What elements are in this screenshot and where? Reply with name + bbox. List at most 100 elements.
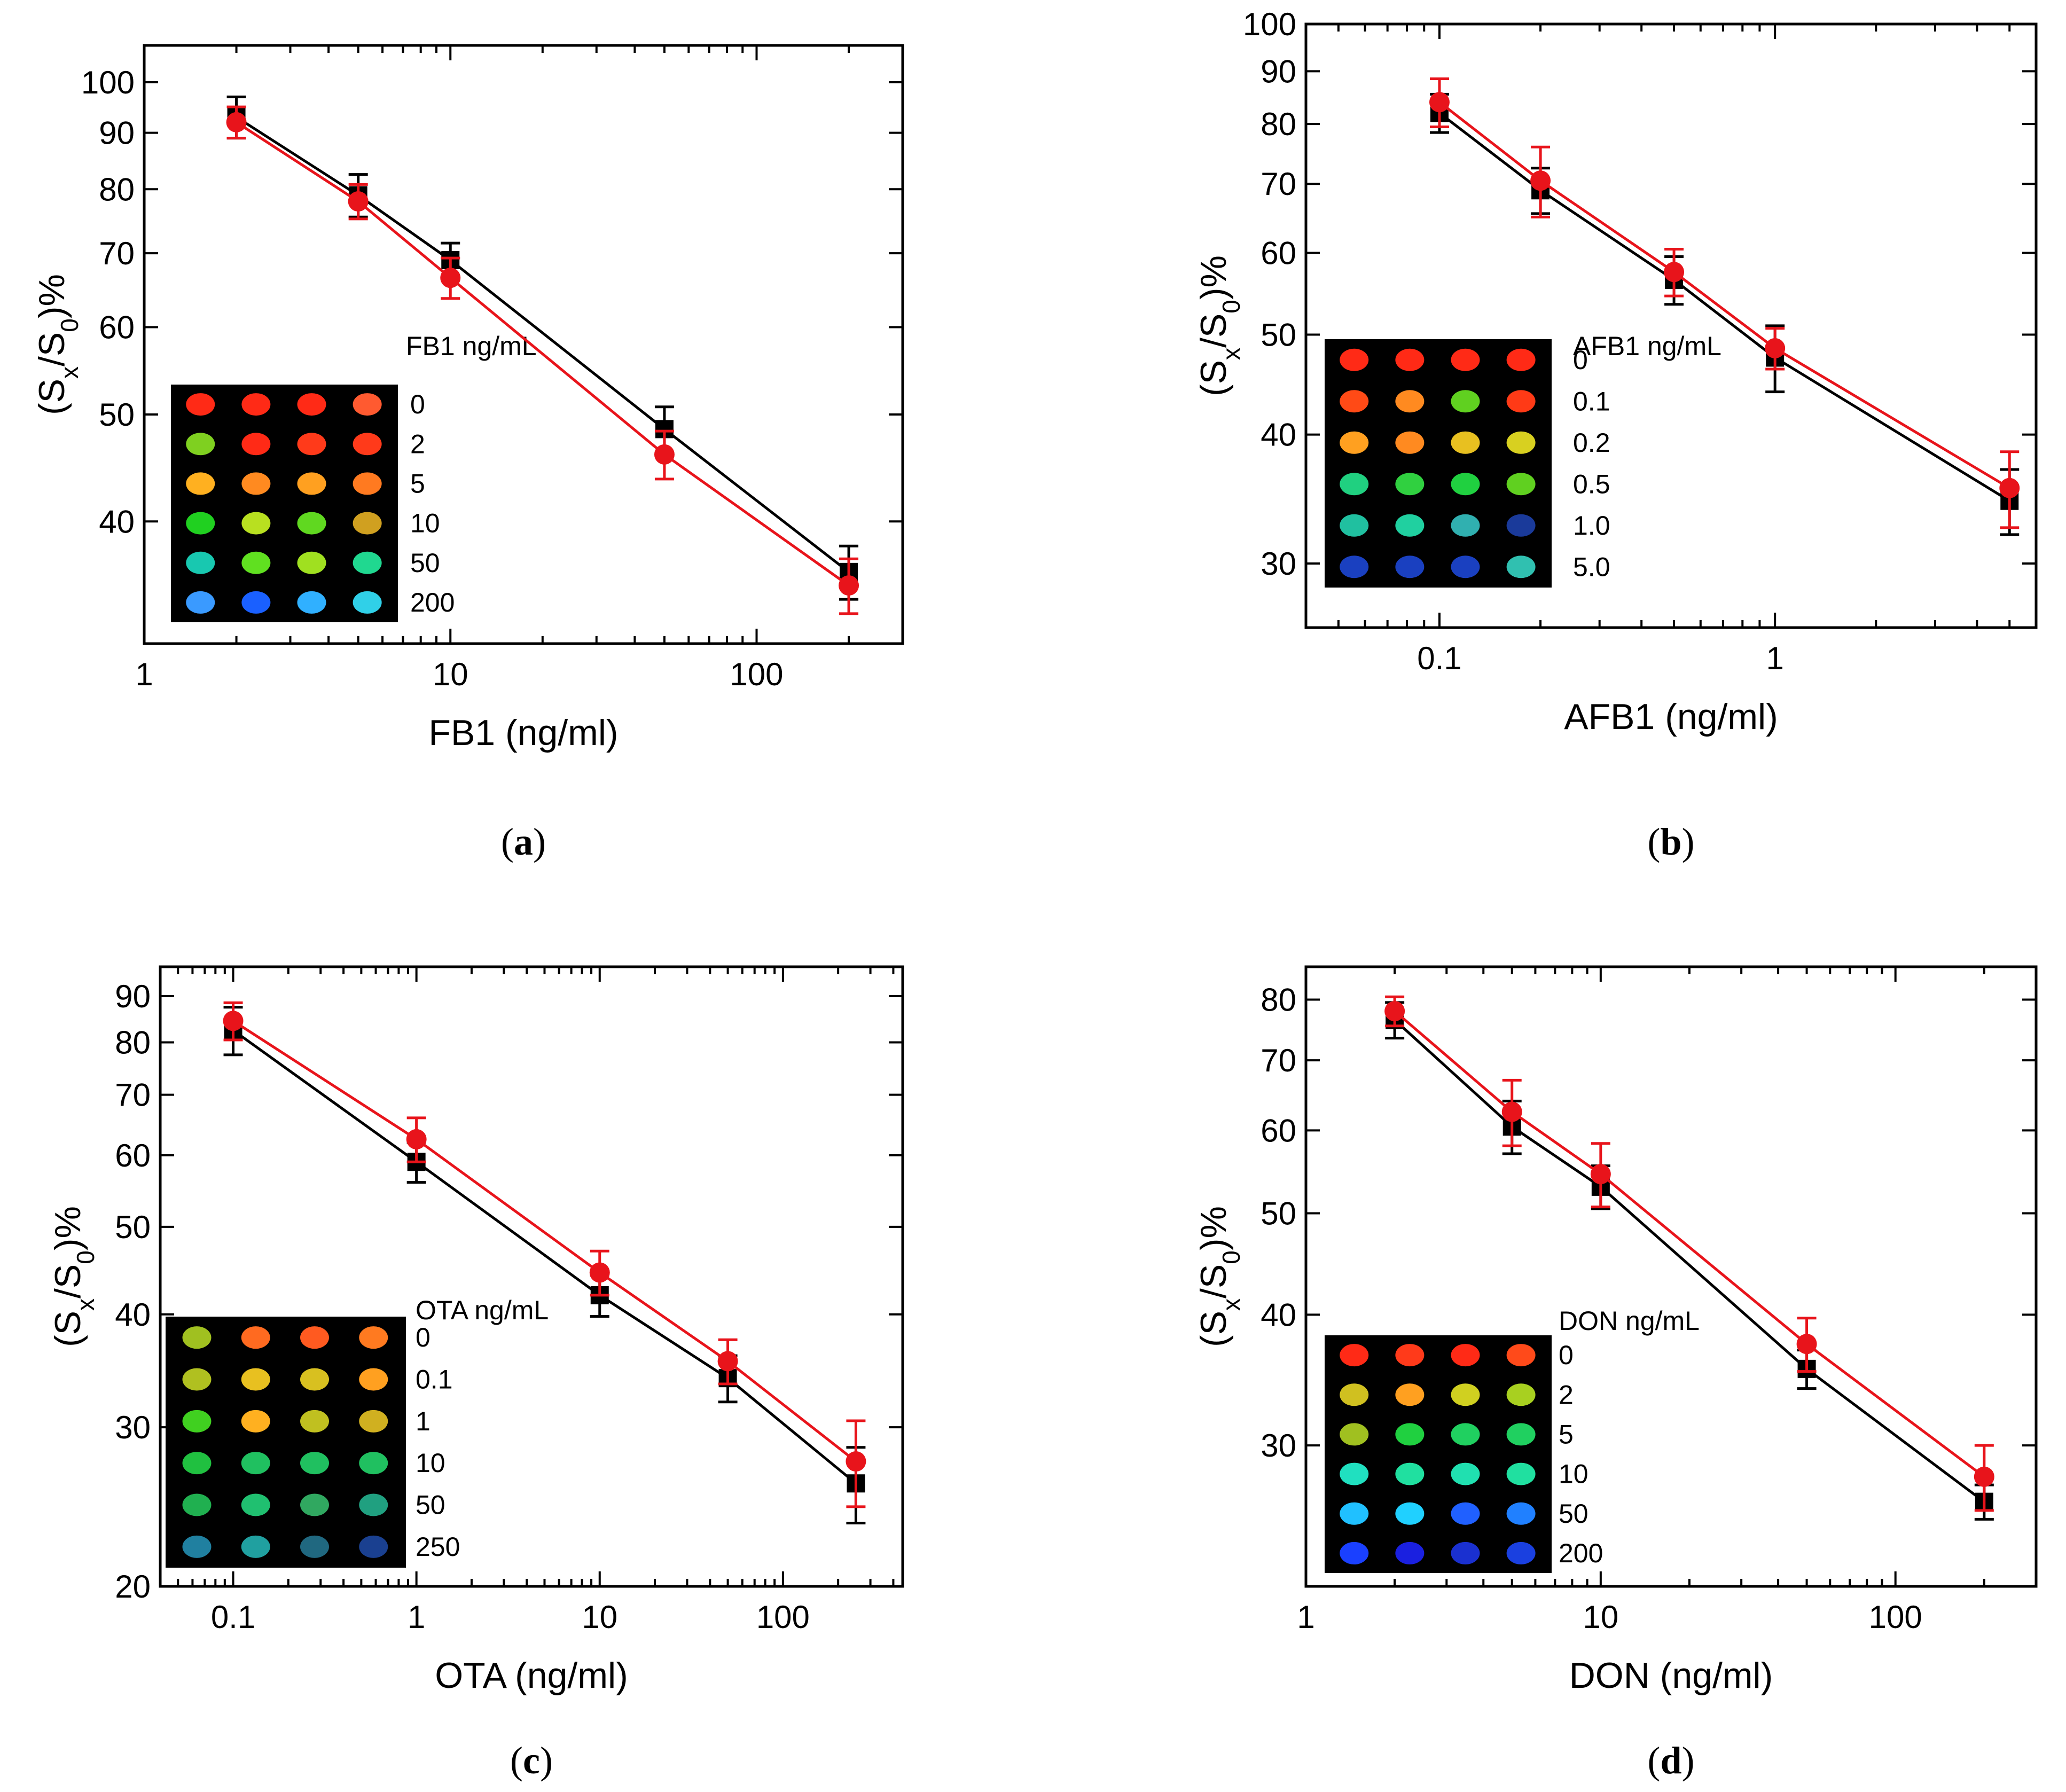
- inset-spot: [1451, 1502, 1480, 1525]
- y-axis-label-mid: /S: [48, 1264, 88, 1298]
- inset-row-label: 0.1: [1573, 386, 1610, 416]
- caption-close: ): [1682, 820, 1695, 863]
- data-point-red: [440, 268, 461, 288]
- inset-spot: [297, 512, 326, 535]
- y-axis-label-sub1: x: [1217, 1298, 1245, 1311]
- inset-spot: [359, 1535, 388, 1558]
- inset-row-label: 50: [416, 1490, 445, 1520]
- inset-spot: [359, 1326, 388, 1349]
- inset-spot: [359, 1368, 388, 1391]
- plot-frame: [1304, 22, 2038, 629]
- inset-spot: [1340, 1423, 1369, 1446]
- inset-spot: [1395, 555, 1425, 578]
- inset-spot: [1340, 555, 1369, 578]
- inset-spot: [1506, 1462, 1536, 1485]
- caption-close: ): [533, 820, 546, 863]
- x-tick-label: 0.1: [1417, 640, 1461, 676]
- inset-spot: [1395, 1344, 1425, 1367]
- y-axis-label: (Sx/S0)%: [1193, 255, 1245, 396]
- inset-row-label: 2: [1559, 1380, 1574, 1410]
- data-point-red: [717, 1351, 738, 1372]
- x-tick-label: 1: [408, 1599, 425, 1635]
- inset-title: OTA ng/mL: [416, 1295, 549, 1325]
- caption-letter: a: [514, 820, 533, 863]
- inset-spot: [182, 1368, 212, 1391]
- inset-spot-array: [1325, 1335, 1552, 1573]
- inset-row-label: 250: [416, 1532, 460, 1562]
- inset-spot: [1451, 473, 1480, 496]
- inset-spot: [186, 512, 215, 535]
- inset-spot: [1340, 1502, 1369, 1525]
- y-tick-label: 90: [1261, 53, 1296, 89]
- y-tick-label: 70: [1261, 166, 1296, 202]
- inset-row-label: 5: [410, 468, 425, 498]
- y-axis-label-sub2: 0: [1217, 1250, 1245, 1264]
- x-tick-label: 10: [433, 656, 468, 692]
- inset-spot: [182, 1410, 212, 1433]
- inset-spot: [241, 1410, 270, 1433]
- y-axis-label-sub2: 0: [56, 318, 83, 332]
- y-tick-label: 80: [1261, 982, 1296, 1018]
- inset-spot: [241, 1452, 270, 1475]
- y-tick-label: 40: [99, 504, 135, 539]
- y-axis-label: (Sx/S0)%: [1193, 1206, 1245, 1347]
- inset-spot: [1395, 1541, 1425, 1564]
- inset-spot: [1395, 473, 1425, 496]
- inset-row-label: 0.2: [1573, 428, 1610, 458]
- y-axis-label-mid: /S: [1193, 1264, 1234, 1298]
- y-axis-label-mid: /S: [1193, 314, 1234, 348]
- y-axis-label-post: )%: [1193, 255, 1234, 300]
- inset-spot: [353, 393, 382, 416]
- data-point-red: [348, 191, 369, 212]
- y-tick-label: 50: [1261, 1195, 1296, 1231]
- inset-spot: [300, 1452, 329, 1475]
- caption-close: ): [1682, 1739, 1695, 1782]
- y-tick-label: 80: [1261, 106, 1296, 142]
- y-axis-label-mid: /S: [32, 332, 72, 366]
- panel-caption: (a): [501, 820, 546, 863]
- y-axis-label-pre: (S: [32, 379, 72, 415]
- inset-spot: [1451, 431, 1480, 454]
- y-tick-label: 100: [1243, 6, 1296, 42]
- inset-row-label: 0: [1559, 1340, 1574, 1370]
- inset-spot: [186, 433, 215, 456]
- data-point-red: [1384, 1001, 1405, 1022]
- inset-spot: [1506, 555, 1536, 578]
- plot-frame: [159, 965, 904, 1588]
- inset-spot: [1506, 1502, 1536, 1525]
- inset-spot: [1506, 514, 1536, 537]
- inset-spot: [1506, 348, 1536, 371]
- y-axis-label-sub1: x: [1217, 348, 1245, 360]
- inset-spot: [1395, 1502, 1425, 1525]
- caption-open: (: [1647, 820, 1660, 863]
- y-tick-label: 60: [1261, 1113, 1296, 1148]
- inset-row-label: 200: [1559, 1538, 1603, 1568]
- data-point-red: [1530, 170, 1551, 191]
- plot-frame: [1304, 965, 2038, 1588]
- x-axis-label: DON (ng/ml): [1569, 1655, 1773, 1696]
- y-tick-label: 100: [81, 65, 135, 100]
- inset-spot: [241, 1493, 270, 1516]
- inset-spot: [1451, 1462, 1480, 1485]
- inset-row-label: 200: [410, 588, 455, 617]
- inset-title: FB1 ng/mL: [406, 331, 537, 361]
- inset-spot: [1451, 390, 1480, 413]
- data-point-red: [1796, 1334, 1817, 1355]
- x-tick-label: 1: [135, 656, 153, 692]
- caption-open: (: [501, 820, 514, 863]
- inset-spot: [297, 433, 326, 456]
- y-tick-label: 60: [115, 1138, 151, 1173]
- data-point-red: [1974, 1466, 1994, 1487]
- y-tick-label: 90: [115, 979, 151, 1014]
- y-tick-label: 60: [99, 309, 135, 345]
- x-tick-label: 10: [1583, 1599, 1618, 1635]
- inset-spot: [1340, 431, 1369, 454]
- panel-caption: (c): [510, 1739, 553, 1782]
- inset-spot: [1340, 473, 1369, 496]
- inset-spot: [186, 472, 215, 495]
- inset-spot: [1506, 431, 1536, 454]
- y-tick-label: 80: [115, 1025, 151, 1061]
- x-axis-label: AFB1 (ng/ml): [1564, 697, 1778, 737]
- caption-open: (: [510, 1739, 523, 1782]
